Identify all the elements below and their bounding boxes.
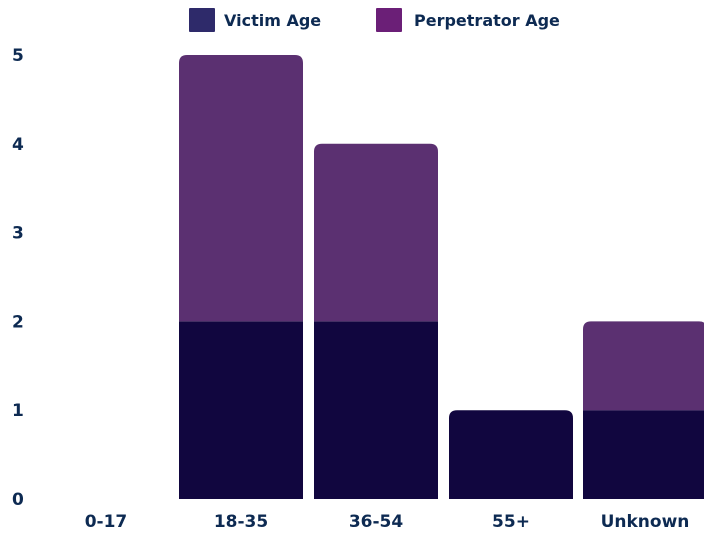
bar-perpetrator-36-54 [314,143,438,322]
y-tick-label-3: 3 [12,224,24,244]
legend-swatch-perpetrator [376,8,402,32]
y-tick-label-0: 0 [12,490,24,510]
y-tick-label-2: 2 [12,312,24,332]
bar-victim-55- [449,410,573,499]
x-tick-label-0-17: 0-17 [85,512,128,532]
legend-label-perpetrator: Perpetrator Age [414,11,560,30]
legend-label-victim: Victim Age [224,11,321,30]
x-tick-label-36-54: 36-54 [349,512,404,532]
bar-victim-unknown [583,410,704,499]
legend-swatch-victim [189,8,215,32]
bar-perpetrator-18-35 [179,55,303,322]
legend: Victim Age Perpetrator Age [189,8,560,32]
y-tick-label-4: 4 [12,135,24,155]
bars [179,55,704,499]
bar-perpetrator-unknown [583,321,704,411]
y-tick-label-1: 1 [12,401,24,421]
bar-victim-36-54 [314,321,438,499]
x-tick-label-18-35: 18-35 [214,512,268,532]
y-tick-label-5: 5 [12,46,24,66]
x-tick-label-unknown: Unknown [601,512,690,532]
y-axis: 0 1 2 3 4 5 [12,46,24,510]
bar-victim-18-35 [179,321,303,499]
x-axis: 0-17 18-35 36-54 55+ Unknown [85,512,690,532]
x-tick-label-55-: 55+ [492,512,530,532]
